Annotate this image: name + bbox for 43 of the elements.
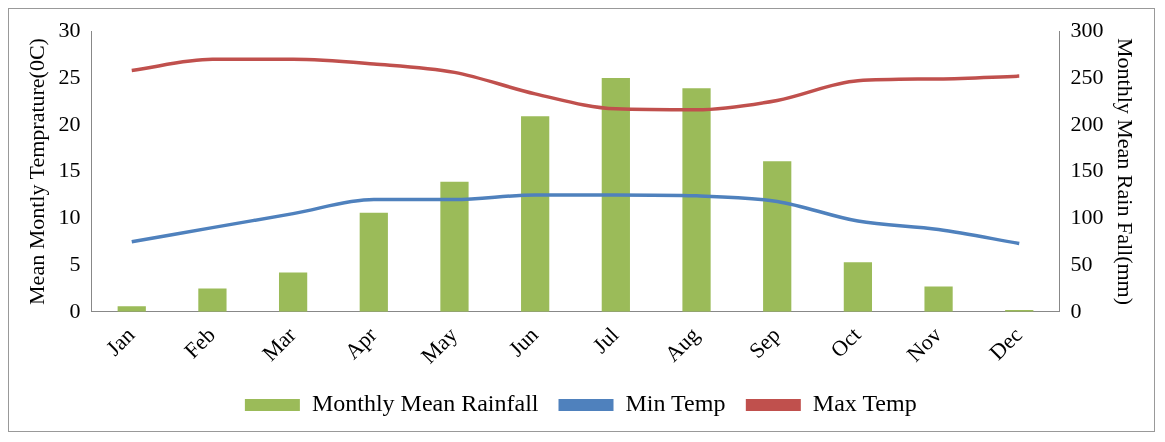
y-tick-label: 20 xyxy=(58,110,81,136)
y2-tick-label: 100 xyxy=(1070,204,1104,230)
bar xyxy=(601,77,630,312)
line-series xyxy=(129,57,1022,112)
bar xyxy=(278,272,308,312)
x-tick-label: Jan xyxy=(100,322,140,361)
bar xyxy=(843,262,873,312)
bar xyxy=(359,212,388,312)
y2-tick-label: 300 xyxy=(1070,16,1104,42)
x-tick-label: Sep xyxy=(743,322,785,364)
bar xyxy=(763,161,792,312)
y2-tick-label: 0 xyxy=(1070,297,1082,323)
y2-tick-label: 200 xyxy=(1070,110,1104,136)
x-tick-label: Nov xyxy=(901,322,947,367)
legend-label: Monthly Mean Rainfall xyxy=(311,390,539,417)
bar xyxy=(198,288,227,312)
legend-label: Max Temp xyxy=(812,390,917,417)
bar xyxy=(521,116,550,312)
y2-tick-label: 250 xyxy=(1070,63,1104,89)
line-series xyxy=(129,193,1022,246)
bar xyxy=(924,286,953,312)
bar xyxy=(682,88,711,312)
x-tick-label: Feb xyxy=(179,322,221,364)
bar xyxy=(440,181,469,312)
y-tick-label: 15 xyxy=(58,157,81,183)
y2-tick-label: 150 xyxy=(1070,157,1104,183)
y-tick-label: 0 xyxy=(69,297,81,323)
y-tick-label: 10 xyxy=(58,204,81,230)
x-tick-label: Dec xyxy=(984,321,1028,365)
x-tick-label: Aug xyxy=(659,322,705,367)
x-tick-label: Apr xyxy=(339,321,382,364)
y-axis-title: Mean Montly Temprature(0C) xyxy=(23,38,49,305)
x-tick-label: Mar xyxy=(257,321,302,366)
y-tick-label: 25 xyxy=(58,63,81,89)
y2-axis-title: Monthly Mean Rain Fall(mm) xyxy=(1113,37,1139,306)
x-tick-label: Jun xyxy=(503,322,543,362)
x-tick-label: May xyxy=(415,322,463,369)
x-tick-label: Jul xyxy=(587,322,624,358)
legend-label: Min Temp xyxy=(625,390,726,417)
x-tick-label: Oct xyxy=(825,322,866,363)
y-tick-label: 5 xyxy=(69,250,81,276)
y-tick-label: 30 xyxy=(58,16,81,42)
y2-tick-label: 50 xyxy=(1070,250,1093,276)
